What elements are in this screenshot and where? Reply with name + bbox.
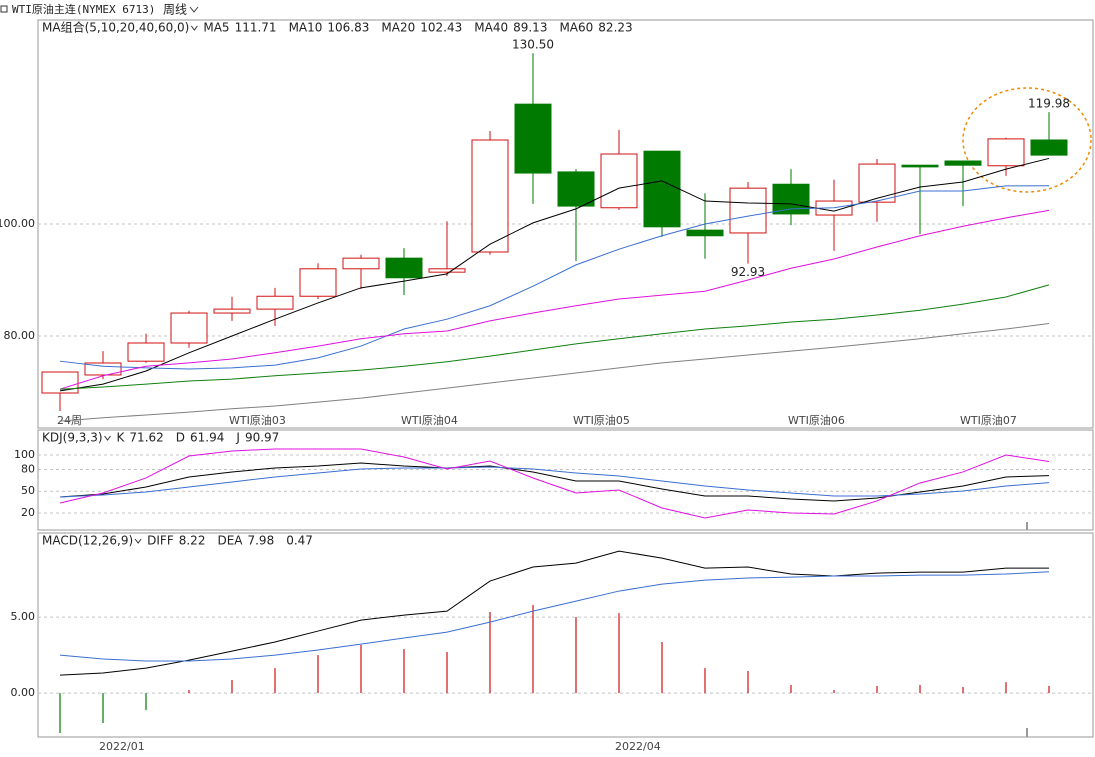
y-tick-label: 5.00 [11,610,36,623]
series-line [59,185,1050,370]
candle-body [557,171,595,207]
series-line [59,462,1050,502]
header-icon[interactable] [0,5,8,13]
candle-body [686,229,724,237]
highlight-circle [962,87,1092,193]
period-caret[interactable] [189,6,199,13]
x-category-label: WTI原油07 [960,413,1017,427]
legend-name: MA60 [559,21,593,35]
price-annotation: 119.98 [1028,97,1070,111]
legend-caret [104,435,111,441]
legend-value: 71.62 [129,431,163,445]
legend-value: 0.47 [286,534,313,548]
candle-body [213,308,251,314]
legend-name: DEA [217,534,243,548]
candle-body [256,295,294,310]
legend-name: D [176,431,185,445]
x-category-label: WTI原油06 [788,413,845,427]
x-category-label: 2022/01 [99,740,145,753]
legend-value: 82.23 [598,21,632,35]
series-line [59,571,1050,662]
price-annotation: 130.50 [512,38,554,52]
candle-body [84,362,122,376]
candle-body [514,103,552,174]
candle-body [944,160,982,166]
legend-value: 90.97 [245,431,279,445]
y-tick-label: 0.00 [11,686,36,699]
legend-title: MA组合(5,10,20,40,60,0) [42,20,189,35]
legend-value: 61.94 [190,431,224,445]
series-line [59,323,1050,422]
y-tick-label: 100 [14,448,35,461]
candle-body [385,257,423,279]
pane-frame [37,429,1094,531]
legend-name: DIFF [147,534,174,548]
x-category-label: WTI原油03 [229,413,286,427]
y-tick-label: 80.00 [4,329,36,342]
series-line [59,209,1050,390]
legend-name: MA20 [381,21,415,35]
candle-body [127,342,165,362]
series-line [59,157,1050,392]
legend-value: 89.13 [513,21,547,35]
series-line [59,284,1050,390]
x-category-label: WTI原油05 [573,413,630,427]
candle-body [299,268,337,297]
candle-body [1030,139,1068,156]
candle-body [41,371,79,394]
candle-body [858,163,896,203]
legend-value: 102.43 [420,21,462,35]
legend-value: 106.83 [327,21,369,35]
series-line [59,466,1050,498]
legend-title: KDJ(9,3,3) [42,431,103,445]
candle-body [772,183,810,215]
candle-body [987,138,1025,167]
header-title[interactable]: WTI原油主连(NYMEX 6713) [12,2,155,16]
legend-name: MA10 [289,21,323,35]
pane-frame [37,532,1094,738]
candle-body [729,187,767,234]
candle-body [901,164,939,168]
legend-name: J [235,431,240,445]
legend-title: MACD(12,26,9) [42,534,133,548]
candle-body [600,153,638,209]
y-tick-label: 20 [21,506,35,519]
price-annotation: 92.93 [731,265,765,279]
candle-body [342,257,380,270]
y-tick-label: 80 [21,462,35,475]
series-line [59,550,1049,676]
candle-body [170,312,208,344]
series-line [59,448,1050,519]
legend-value: 8.22 [179,534,206,548]
candle-body [428,268,466,273]
candle-body [471,139,509,253]
legend-value: 111.71 [235,21,277,35]
y-tick-label: 100.00 [0,217,35,230]
legend-caret [134,538,142,544]
period-selector[interactable]: 周线 [163,3,187,17]
y-tick-label: 50 [21,484,35,497]
candle-body [643,150,681,228]
legend-name: MA5 [203,21,229,35]
legend-caret [190,25,198,31]
x-category-label: 2022/04 [615,740,661,753]
legend-value: 7.98 [247,534,274,548]
x-category-label: WTI原油04 [401,413,458,427]
legend-name: MA40 [474,21,508,35]
legend-name: K [117,431,126,445]
